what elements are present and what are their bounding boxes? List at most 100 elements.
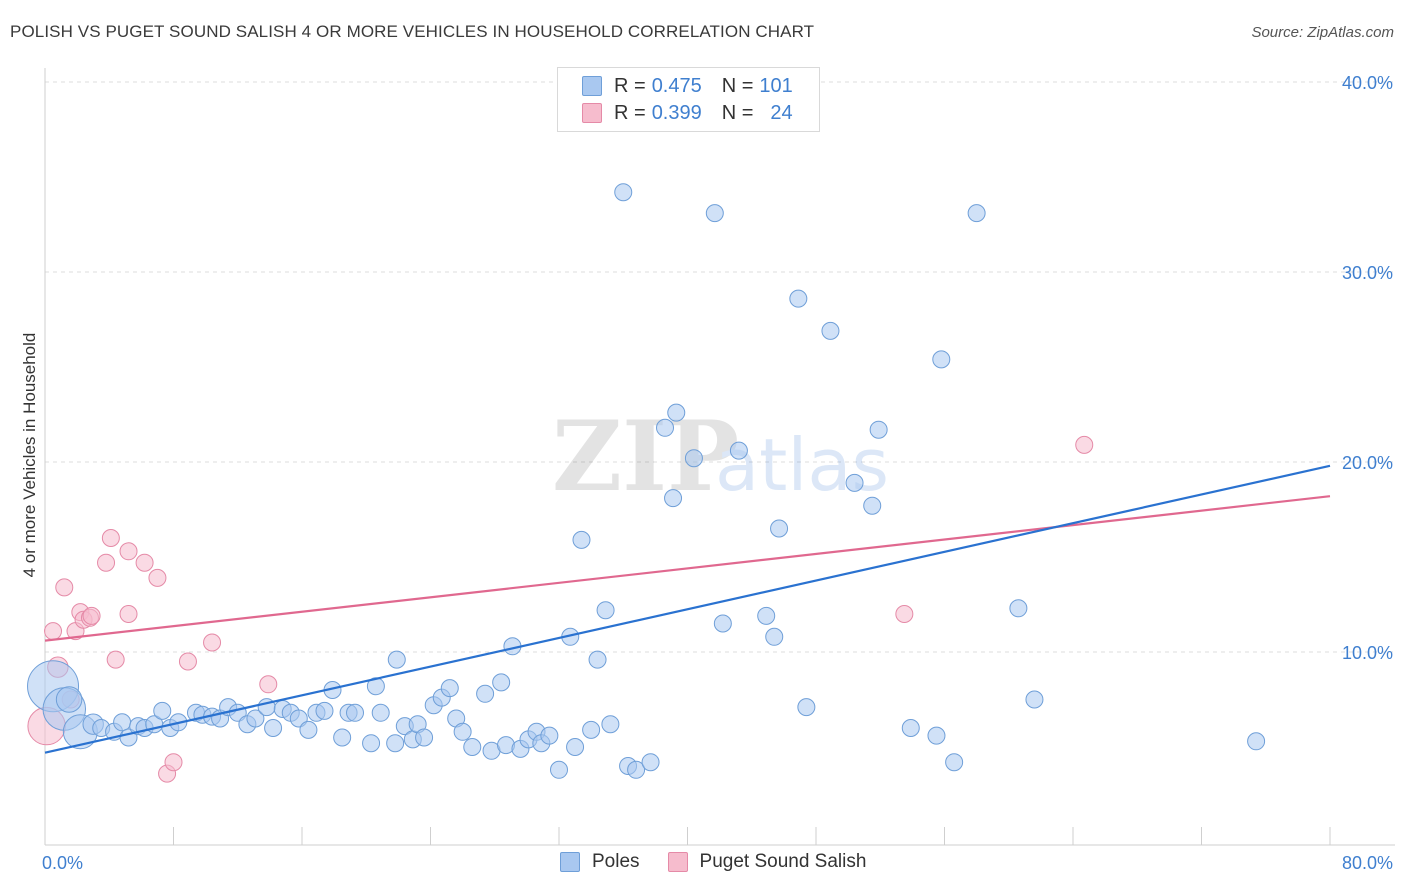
poles-point	[667, 403, 686, 422]
tick-labels: 10.0% 20.0% 30.0% 40.0% 0.0% 80.0%	[42, 73, 1393, 873]
poles-r-label: R =	[614, 74, 646, 97]
poles-point	[582, 720, 601, 739]
poles-point	[387, 650, 406, 669]
poles-point	[113, 713, 132, 732]
legend-item-salish[interactable]: Puget Sound Salish	[667, 851, 867, 873]
poles-r-value: 0.475	[651, 74, 702, 97]
y-axis-label: 4 or more Vehicles in Household	[20, 332, 39, 578]
poles-point	[863, 496, 882, 515]
poles-point	[901, 719, 920, 737]
poles-point	[572, 530, 591, 549]
poles-point	[492, 673, 511, 692]
salish-swatch	[582, 103, 602, 123]
source-credit: Source: ZipAtlas.com	[1251, 24, 1394, 41]
poles-point	[869, 420, 888, 439]
y-tick-label: 30.0%	[1342, 263, 1393, 283]
salish-trend-line	[44, 495, 1331, 642]
salish-point	[895, 605, 914, 623]
poles-point	[705, 204, 724, 223]
salish-point	[106, 650, 125, 669]
gridlines	[45, 81, 1395, 653]
salish-point	[55, 578, 74, 597]
poles-point	[945, 753, 964, 772]
poles-point	[333, 728, 352, 747]
watermark-zip: ZIP	[552, 400, 739, 513]
poles-point	[1009, 599, 1028, 618]
poles-point	[346, 703, 365, 722]
poles-point	[627, 760, 646, 779]
poles-point	[641, 753, 660, 772]
salish-point	[178, 652, 197, 671]
salish-point	[44, 622, 63, 641]
poles-trend-line	[44, 464, 1331, 754]
poles-point	[729, 441, 748, 460]
salish-r-value: 0.399	[651, 101, 702, 124]
salish-n-label: N =	[721, 101, 754, 124]
salish-point	[119, 605, 138, 623]
watermark-atlas: atlas	[715, 423, 889, 507]
legend-row-poles: R = 0.475 N = 101	[582, 74, 793, 98]
poles-point	[765, 627, 784, 646]
poles-point	[153, 701, 172, 720]
poles-point	[596, 601, 615, 620]
poles-n-label: N =	[721, 74, 754, 97]
chart-title: POLISH VS PUGET SOUND SALISH 4 OR MORE V…	[10, 22, 815, 41]
x-tick-label: 80.0%	[1342, 853, 1393, 873]
salish-point	[82, 606, 101, 625]
y-tick-label: 40.0%	[1342, 73, 1393, 93]
poles-point	[713, 614, 732, 633]
trend-lines	[44, 464, 1331, 754]
poles-point	[664, 489, 683, 508]
salish-point	[119, 542, 138, 561]
x-tick-label: 0.0%	[42, 853, 83, 873]
poles-point	[614, 183, 633, 202]
poles-legend-swatch	[560, 852, 580, 872]
poles-point	[967, 204, 986, 223]
poles-point	[386, 734, 405, 753]
poles-point	[656, 418, 675, 437]
poles-point	[1247, 732, 1266, 751]
legend-item-poles[interactable]: Poles	[560, 851, 640, 873]
poles-point	[770, 519, 789, 538]
salish-legend-label: Puget Sound Salish	[699, 851, 867, 872]
poles-point	[246, 709, 265, 728]
poles-point	[550, 760, 568, 779]
poles-point	[932, 350, 951, 369]
salish-point	[148, 568, 167, 587]
salish-legend-swatch	[667, 852, 688, 872]
poles-point	[601, 715, 620, 734]
salish-n-value: 24	[770, 101, 793, 124]
poles-point	[797, 698, 816, 717]
salish-point	[203, 633, 222, 652]
poles-point	[566, 738, 585, 756]
salish-point	[97, 553, 116, 572]
poles-point	[440, 679, 459, 698]
salish-point	[1075, 435, 1094, 454]
poles-point	[453, 722, 472, 741]
poles-point	[476, 684, 495, 703]
poles-point	[463, 738, 482, 756]
stats-legend: R = 0.475 N = 101 R = 0.399 N = 24	[557, 67, 820, 132]
poles-point	[789, 289, 808, 308]
poles-point	[264, 719, 283, 737]
poles-point	[371, 703, 390, 722]
series-legend: Poles Puget Sound Salish	[560, 851, 894, 873]
poles-swatch	[582, 76, 602, 96]
y-tick-label: 10.0%	[1342, 643, 1393, 663]
poles-point	[362, 734, 381, 753]
poles-point	[684, 449, 703, 468]
salish-point	[164, 753, 183, 772]
poles-legend-label: Poles	[592, 851, 640, 872]
poles-point	[927, 726, 946, 745]
poles-point	[821, 321, 840, 340]
y-tick-label: 20.0%	[1342, 453, 1393, 473]
poles-point	[757, 606, 776, 625]
poles-point	[299, 720, 318, 739]
poles-point	[845, 473, 864, 492]
poles-point	[588, 650, 607, 669]
salish-r-label: R =	[614, 101, 646, 124]
poles-n-value: 101	[759, 74, 793, 97]
poles-point	[315, 701, 334, 720]
salish-point	[259, 675, 278, 694]
